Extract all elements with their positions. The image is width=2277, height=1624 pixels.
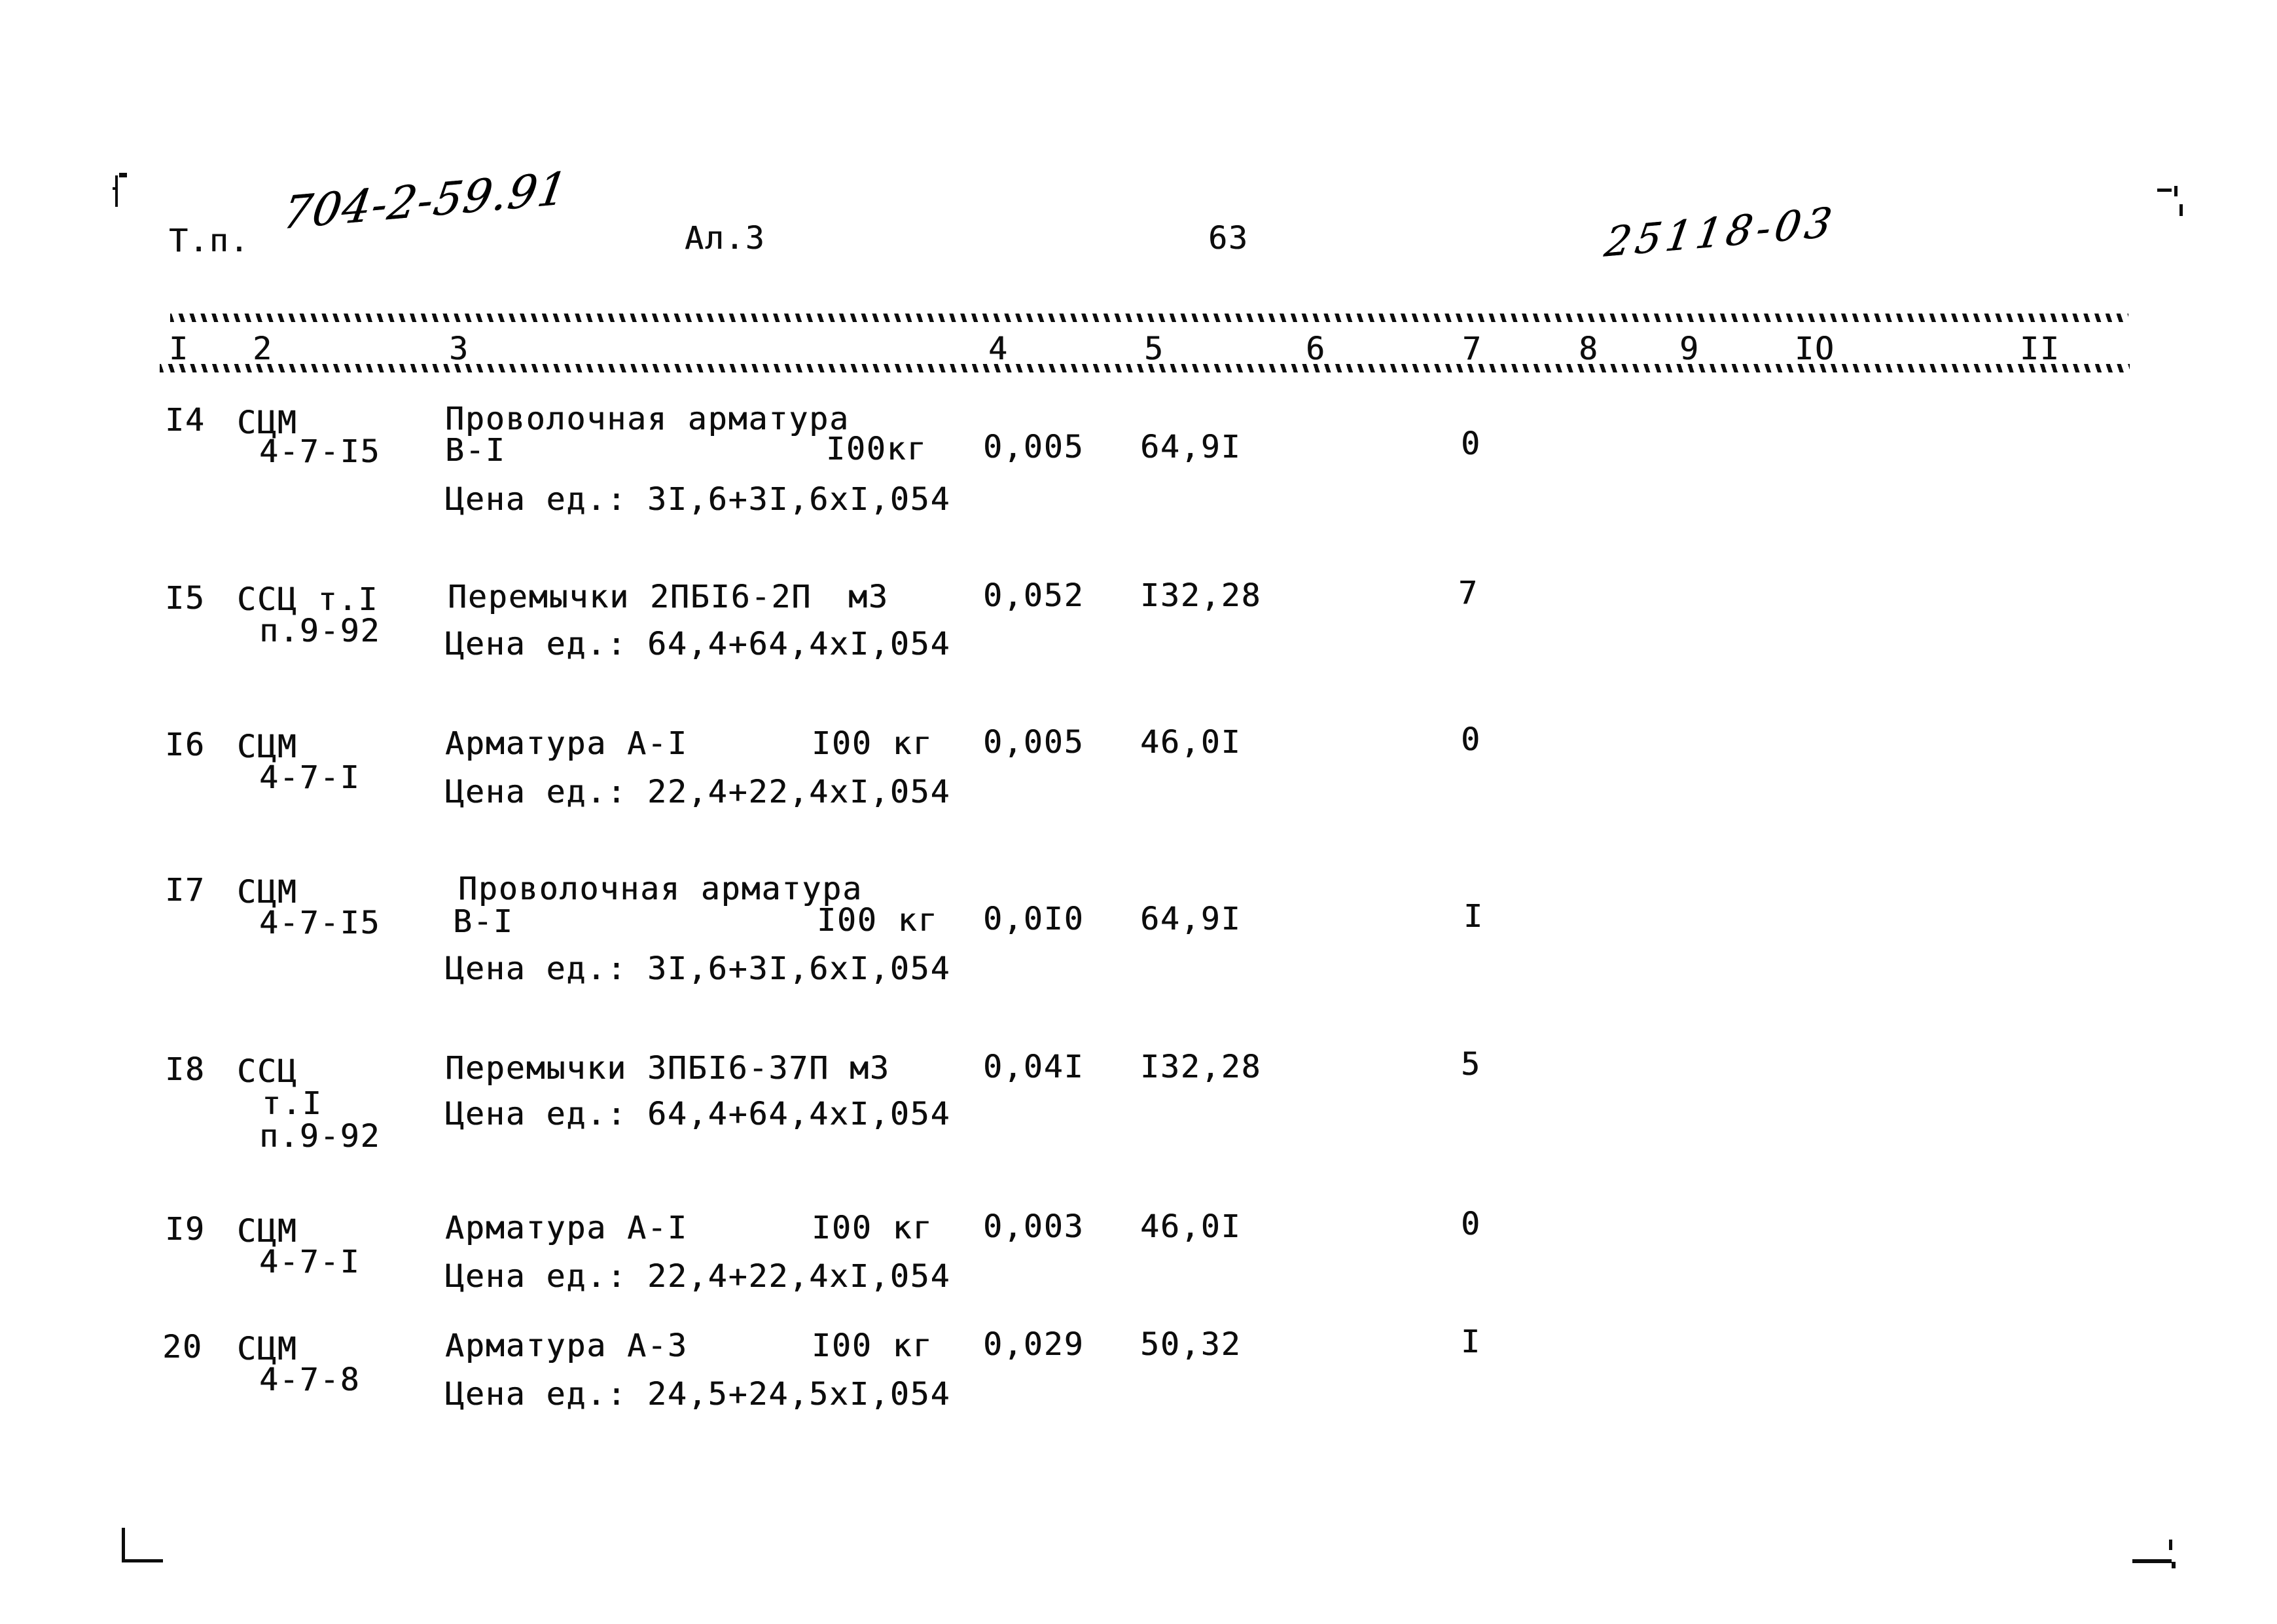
row-code: ССЦ т.I — [237, 581, 379, 618]
column-header-10: IO — [1795, 331, 1835, 367]
type-project-label: Т.п. — [169, 223, 250, 259]
row-number: I8 — [165, 1051, 206, 1088]
row-unit: м3 — [848, 579, 889, 615]
row-number: I5 — [165, 580, 206, 617]
row-col7: 0 — [1461, 425, 1481, 462]
row-unit-cost: 50,32 — [1140, 1326, 1242, 1363]
row-col7: I — [1463, 898, 1484, 935]
row-code2: 4-7-I — [259, 759, 361, 796]
table-header-bottom-rule — [160, 364, 2130, 372]
row-price-formula: Цена ед.: 3I,6+3I,6хI,054 — [445, 950, 951, 987]
row-name: Арматура А-I — [445, 1210, 688, 1246]
row-price-formula: Цена ед.: 22,4+22,4хI,054 — [445, 774, 951, 810]
corner-mark-bottom-left — [122, 1528, 163, 1562]
row-code3: п.9-92 — [259, 1118, 381, 1155]
column-header-4: 4 — [988, 331, 1009, 367]
column-header-3: 3 — [449, 331, 469, 367]
row-unit: I00 кг — [817, 902, 939, 939]
row-name2: В-I — [445, 432, 506, 469]
row-code2: 4-7-I5 — [259, 905, 381, 941]
row-price-formula: Цена ед.: 64,4+64,4хI,054 — [445, 626, 951, 662]
row-name: Арматура А-3 — [445, 1327, 688, 1364]
column-header-9: 9 — [1679, 331, 1700, 367]
row-name2: В-I — [453, 903, 514, 940]
row-code2: 4-7-I — [259, 1244, 361, 1280]
table-top-rule — [170, 314, 2128, 322]
row-col7: 7 — [1458, 575, 1479, 611]
row-unit: I00 кг — [812, 1327, 933, 1364]
row-name: Проволочная арматура — [458, 871, 863, 907]
column-header-1: I — [169, 331, 189, 367]
row-col7: 5 — [1461, 1046, 1481, 1083]
row-code2: 4-7-8 — [259, 1362, 361, 1398]
row-col7: 0 — [1461, 721, 1481, 758]
row-code2: т.I — [262, 1085, 323, 1122]
row-price-formula: Цена ед.: 64,4+64,4хI,054 — [445, 1096, 951, 1132]
row-quantity: 0,052 — [983, 577, 1085, 614]
row-unit-cost: 64,9I — [1140, 429, 1242, 465]
row-number: I9 — [165, 1211, 206, 1248]
row-price-formula: Цена ед.: 24,5+24,5хI,054 — [445, 1376, 951, 1413]
row-number: I4 — [165, 402, 206, 439]
row-unit-cost: I32,28 — [1140, 1049, 1262, 1085]
row-unit: м3 — [850, 1050, 890, 1087]
row-code: СЦМ — [237, 874, 298, 911]
corner-mark-top-right — [2157, 186, 2183, 219]
corner-mark-bottom-right — [2132, 1540, 2176, 1568]
row-unit-cost: I32,28 — [1140, 577, 1262, 614]
row-price-formula: Цена ед.: 3I,6+3I,6хI,054 — [445, 481, 951, 518]
row-unit-cost: 46,0I — [1140, 1208, 1242, 1245]
row-quantity: 0,0I0 — [983, 901, 1085, 937]
row-code: СЦМ — [237, 729, 298, 765]
row-quantity: 0,029 — [983, 1326, 1085, 1363]
row-unit: I00 кг — [812, 1210, 933, 1246]
row-name: Проволочная арматура — [445, 401, 850, 437]
row-quantity: 0,04I — [983, 1049, 1085, 1085]
column-header-2: 2 — [253, 331, 273, 367]
row-quantity: 0,005 — [983, 724, 1085, 761]
album-label: Ал.3 — [685, 220, 766, 257]
row-code: СЦМ — [237, 1213, 298, 1250]
column-header-6: 6 — [1306, 331, 1326, 367]
row-unit: I00 кг — [812, 725, 933, 762]
row-code: СЦМ — [237, 405, 298, 441]
row-unit-cost: 64,9I — [1140, 901, 1242, 937]
row-col7: I — [1461, 1324, 1481, 1360]
row-code2: п.9-92 — [259, 613, 381, 649]
row-unit: I00кг — [826, 431, 927, 467]
row-code: СЦМ — [237, 1331, 298, 1367]
column-header-8: 8 — [1579, 331, 1599, 367]
row-name: Арматура А-I — [445, 725, 688, 762]
row-name: Перемычки 3ПБI6-37П — [445, 1050, 830, 1087]
column-header-11: II — [2020, 331, 2060, 367]
row-price-formula: Цена ед.: 22,4+22,4хI,054 — [445, 1258, 951, 1295]
column-header-5: 5 — [1144, 331, 1164, 367]
row-code: ССЦ — [237, 1053, 298, 1090]
row-code2: 4-7-I5 — [259, 433, 381, 470]
row-quantity: 0,003 — [983, 1208, 1085, 1245]
page-number: 63 — [1208, 220, 1249, 257]
row-quantity: 0,005 — [983, 429, 1085, 465]
row-unit-cost: 46,0I — [1140, 724, 1242, 761]
row-col7: 0 — [1461, 1206, 1481, 1242]
row-number: I7 — [165, 872, 206, 909]
corner-mark-top-left — [113, 173, 127, 207]
type-project-number-handwritten: 704-2-59.91 — [279, 162, 572, 240]
document-code-handwritten: 25118-03 — [1601, 197, 1840, 267]
row-name: Перемычки 2ПБI6-2П — [448, 579, 812, 615]
row-number: 20 — [162, 1329, 203, 1365]
column-header-7: 7 — [1462, 331, 1482, 367]
row-number: I6 — [165, 727, 206, 763]
